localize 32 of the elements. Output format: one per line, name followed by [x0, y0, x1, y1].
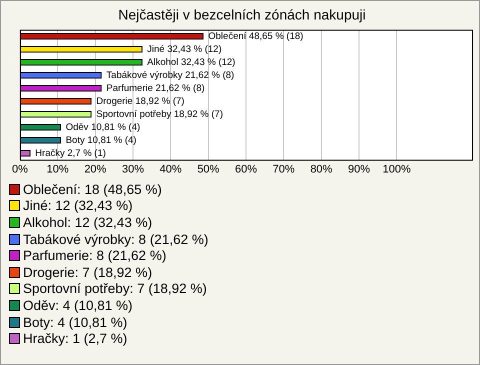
data-label: Hračky 2,7 % (1)	[35, 148, 106, 159]
legend-label: Hračky: 1 (2,7 %)	[23, 331, 128, 346]
chart-title: Nejčastěji v bezcelních zónách nakupuji	[118, 6, 366, 22]
data-label: Sportovní potřeby 18,92 % (7)	[96, 108, 224, 120]
x-tick-label: 40%	[160, 163, 182, 176]
legend-label: Drogerie: 7 (18,92 %)	[23, 264, 152, 280]
x-tick-label: 60%	[234, 163, 258, 176]
x-tick-label: 70%	[272, 163, 295, 176]
x-tick-label: 10%	[46, 163, 69, 176]
x-tick-label: 80%	[310, 163, 333, 176]
data-label: Parfumerie 21,62 % (8)	[106, 82, 205, 94]
legend-label: Oblečení: 18 (48,65 %)	[23, 182, 162, 197]
legend-label: Boty: 4 (10,81 %)	[23, 314, 128, 330]
legend-label: Sportovní potřeby: 7 (18,92 %)	[23, 281, 207, 296]
legend-label: Jiné: 12 (32,43 %)	[23, 198, 133, 214]
data-label: Jiné 32,43 % (12)	[147, 44, 222, 55]
data-label: Drogerie 18,92 % (7)	[96, 96, 184, 107]
data-label: Oblečení 48,65 % (18)	[208, 30, 304, 42]
legend-label: Alkohol: 12 (32,43 %)	[23, 214, 152, 230]
legend-label: Parfumerie: 8 (21,62 %)	[23, 248, 166, 264]
x-tick-label: 90%	[348, 163, 370, 176]
data-label: Oděv 10,81 % (4)	[66, 122, 140, 133]
x-tick-label: 0%	[12, 163, 28, 176]
x-tick-label: 20%	[84, 163, 107, 176]
x-tick-label: 50%	[197, 163, 220, 176]
data-label: Tabákové výrobky 21,62 % (8)	[106, 70, 234, 81]
data-label: Alkohol 32,43 % (12)	[147, 56, 236, 68]
legend-label: Oděv: 4 (10,81 %)	[23, 298, 133, 313]
legend-label: Tabákové výrobky: 8 (21,62 %)	[23, 232, 208, 247]
x-tick-label: 30%	[122, 163, 144, 176]
data-label: Boty 10,81 % (4)	[66, 134, 136, 146]
x-tick-label: 100%	[382, 163, 411, 176]
